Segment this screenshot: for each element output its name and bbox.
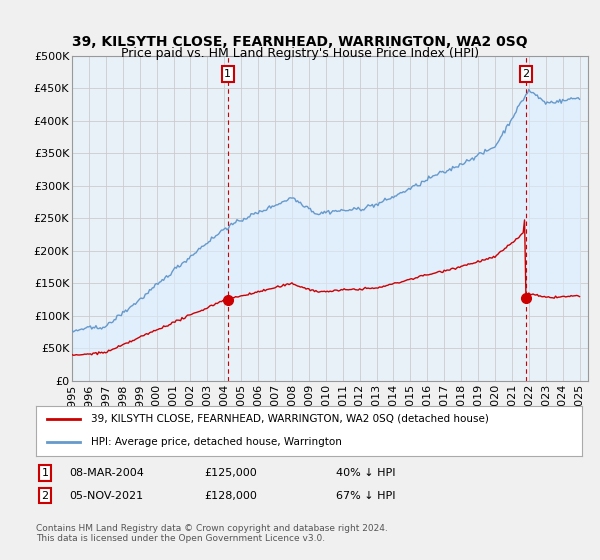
Text: £128,000: £128,000 bbox=[204, 491, 257, 501]
Text: 67% ↓ HPI: 67% ↓ HPI bbox=[336, 491, 395, 501]
Text: 05-NOV-2021: 05-NOV-2021 bbox=[69, 491, 143, 501]
Text: £125,000: £125,000 bbox=[204, 468, 257, 478]
Text: 1: 1 bbox=[224, 69, 231, 79]
Text: 39, KILSYTH CLOSE, FEARNHEAD, WARRINGTON, WA2 0SQ: 39, KILSYTH CLOSE, FEARNHEAD, WARRINGTON… bbox=[72, 35, 528, 49]
Text: Price paid vs. HM Land Registry's House Price Index (HPI): Price paid vs. HM Land Registry's House … bbox=[121, 46, 479, 60]
Text: 39, KILSYTH CLOSE, FEARNHEAD, WARRINGTON, WA2 0SQ (detached house): 39, KILSYTH CLOSE, FEARNHEAD, WARRINGTON… bbox=[91, 414, 488, 423]
Text: 2: 2 bbox=[41, 491, 49, 501]
Text: HPI: Average price, detached house, Warrington: HPI: Average price, detached house, Warr… bbox=[91, 437, 341, 447]
Text: 08-MAR-2004: 08-MAR-2004 bbox=[69, 468, 144, 478]
Text: 2: 2 bbox=[523, 69, 530, 79]
Text: 40% ↓ HPI: 40% ↓ HPI bbox=[336, 468, 395, 478]
Text: 1: 1 bbox=[41, 468, 49, 478]
Text: Contains HM Land Registry data © Crown copyright and database right 2024.
This d: Contains HM Land Registry data © Crown c… bbox=[36, 524, 388, 543]
